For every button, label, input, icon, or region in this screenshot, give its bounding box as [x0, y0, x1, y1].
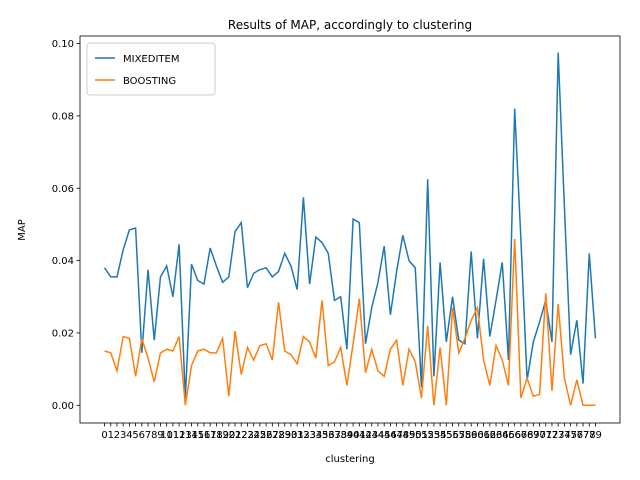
y-tick-label: 0.10	[52, 39, 74, 50]
x-tick-label: 6	[139, 430, 145, 441]
x-tick-label: 78	[583, 430, 596, 441]
x-tick-label: 32	[297, 430, 310, 441]
x-tick-label: 46	[384, 430, 397, 441]
x-tick-label: 66	[508, 430, 521, 441]
x-tick-label: 51	[415, 430, 428, 441]
x-tick-label: 13	[179, 430, 192, 441]
legend-label: BOOSTING	[123, 76, 176, 87]
series-line	[104, 238, 596, 407]
x-tick-label: 20	[222, 430, 235, 441]
x-tick-label: 36	[322, 430, 335, 441]
x-tick-label: 48	[396, 430, 409, 441]
axes-frame	[79, 35, 621, 424]
x-tick-label: 67	[515, 430, 528, 441]
x-tick-label: 49	[403, 430, 416, 441]
y-tick-label: 0.02	[52, 328, 74, 339]
x-tick-label: 64	[496, 430, 509, 441]
x-tick-label: 22	[235, 430, 248, 441]
x-tick-label: 75	[564, 430, 577, 441]
x-tick-label: 52	[421, 430, 434, 441]
x-tick-label: 61	[477, 430, 490, 441]
x-tick-label: 77	[577, 430, 590, 441]
x-tick-label: 19	[216, 430, 229, 441]
x-tick-label: 37	[328, 430, 341, 441]
x-tick-label: 27	[266, 430, 279, 441]
x-tick-label: 4	[126, 430, 132, 441]
x-tick-label: 65	[502, 430, 515, 441]
x-tick-label: 9	[157, 430, 163, 441]
x-tick-label: 14	[185, 430, 198, 441]
x-tick-label: 57	[452, 430, 465, 441]
x-tick-label: 43	[365, 430, 378, 441]
y-tick-label: 0.06	[52, 184, 74, 195]
x-axis-label: clustering	[325, 454, 374, 465]
x-tick-label: 3	[120, 430, 126, 441]
x-tick-label: 47	[390, 430, 403, 441]
x-tick-label: 23	[241, 430, 254, 441]
x-tick-label: 71	[539, 430, 552, 441]
x-tick-label: 1	[108, 430, 114, 441]
x-tick-label: 54	[434, 430, 447, 441]
x-tick-label: 21	[229, 430, 242, 441]
x-tick-label: 60	[471, 430, 484, 441]
x-tick-label: 33	[303, 430, 316, 441]
x-tick-label: 2	[114, 430, 120, 441]
x-tick-label: 5	[132, 430, 138, 441]
x-tick-label: 56	[446, 430, 459, 441]
x-tick-label: 59	[465, 430, 478, 441]
y-axis-label: MAP	[17, 219, 28, 241]
x-tick-label: 15	[191, 430, 204, 441]
x-tick-label: 16	[198, 430, 211, 441]
x-tick-label: 7	[145, 430, 151, 441]
x-tick-label: 18	[210, 430, 223, 441]
x-tick-label: 25	[254, 430, 267, 441]
x-tick-label: 50	[409, 430, 422, 441]
x-tick-label: 79	[589, 430, 602, 441]
x-tick-label: 17	[204, 430, 217, 441]
x-tick-label: 44	[372, 430, 385, 441]
x-tick-label: 58	[459, 430, 472, 441]
x-tick-label: 34	[309, 430, 322, 441]
legend-label: MIXEDITEM	[123, 54, 179, 65]
legend-box	[86, 42, 216, 96]
x-tick-label: 12	[173, 430, 186, 441]
x-tick-label: 8	[151, 430, 157, 441]
x-tick-label: 42	[359, 430, 372, 441]
x-tick-label: 11	[167, 430, 180, 441]
x-tick-label: 41	[353, 430, 366, 441]
x-tick-label: 63	[490, 430, 503, 441]
series-line	[103, 52, 597, 399]
y-tick-label: 0.04	[52, 256, 74, 267]
x-tick-label: 73	[552, 430, 565, 441]
x-tick-label: 68	[521, 430, 534, 441]
x-tick-label: 35	[316, 430, 329, 441]
x-tick-label: 30	[285, 430, 298, 441]
x-tick-label: 53	[428, 430, 441, 441]
y-tick-label: 0.08	[52, 111, 74, 122]
x-tick-label: 74	[558, 430, 571, 441]
x-tick-label: 38	[334, 430, 347, 441]
x-tick-label: 40	[347, 430, 360, 441]
x-tick-label: 72	[546, 430, 559, 441]
x-tick-label: 29	[278, 430, 291, 441]
x-tick-label: 28	[272, 430, 285, 441]
x-tick-label: 69	[527, 430, 540, 441]
x-tick-label: 45	[378, 430, 391, 441]
x-tick-label: 55	[440, 430, 453, 441]
x-tick-label: 24	[247, 430, 260, 441]
x-tick-label: 70	[533, 430, 546, 441]
x-tick-label: 76	[570, 430, 583, 441]
x-tick-label: 39	[341, 430, 354, 441]
x-tick-label: 0	[101, 430, 107, 441]
x-tick-label: 26	[260, 430, 273, 441]
x-tick-label: 62	[483, 430, 496, 441]
x-tick-label: 10	[160, 430, 173, 441]
y-tick-label: 0.00	[52, 401, 74, 412]
x-tick-label: 31	[291, 430, 304, 441]
chart-title: Results of MAP, accordingly to clusterin…	[228, 18, 472, 32]
